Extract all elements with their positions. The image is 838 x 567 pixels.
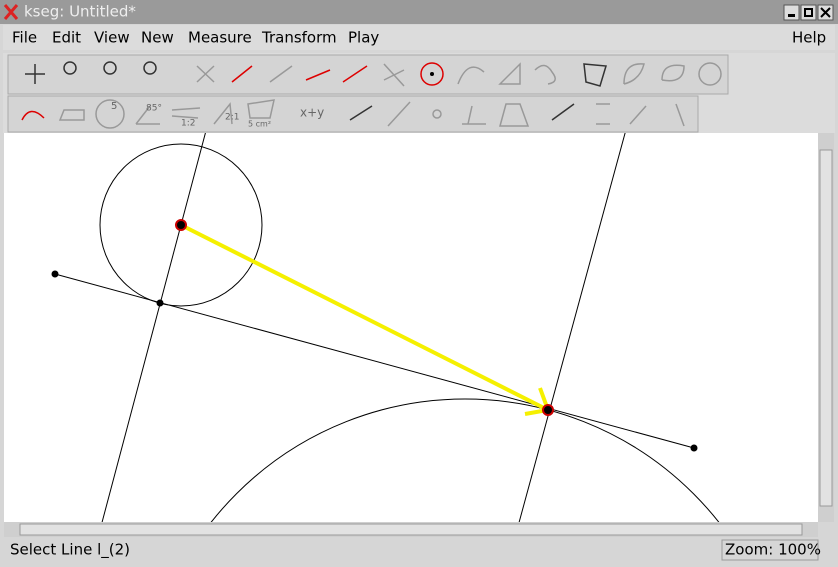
label-tool[interactable] — [596, 103, 610, 125]
point[interactable] — [51, 270, 59, 278]
ratio-tool[interactable] — [171, 107, 201, 119]
maximize-button[interactable] — [800, 4, 817, 21]
zoom-in-tool[interactable] — [63, 61, 77, 75]
label-tool[interactable] — [629, 105, 647, 125]
toolbar-icons — [21, 61, 722, 129]
rotate-tool[interactable] — [387, 101, 411, 127]
menu-item[interactable]: Transform — [261, 29, 337, 47]
icon-label: 1:2 — [181, 119, 195, 129]
icon-label: 5 — [111, 101, 117, 112]
intersection-tool[interactable] — [196, 65, 215, 83]
close-glyph — [820, 7, 831, 18]
menu-bar — [3, 25, 835, 50]
menu-item[interactable]: View — [94, 29, 130, 47]
selected-point[interactable] — [542, 404, 554, 416]
toolbar-row — [7, 95, 699, 133]
label-tool[interactable] — [551, 103, 575, 121]
segment-tool[interactable] — [231, 65, 253, 83]
ray-tool[interactable] — [269, 65, 293, 83]
slope-tool[interactable] — [213, 102, 233, 125]
menu-item[interactable]: Measure — [188, 29, 252, 47]
circle-tool[interactable] — [420, 62, 444, 86]
ray-tool[interactable] — [305, 69, 331, 81]
icon-label: 85° — [146, 104, 162, 114]
locus-tool[interactable] — [534, 64, 556, 85]
menu-item[interactable]: Play — [348, 29, 379, 47]
geometry — [51, 126, 788, 567]
scale-tool[interactable] — [462, 105, 486, 125]
icon-label: x+y — [300, 106, 324, 120]
minimize-glyph — [788, 14, 795, 17]
menu-item[interactable]: New — [141, 29, 174, 47]
status-bar — [3, 538, 835, 563]
circle-center — [430, 72, 434, 76]
perpendicular-tool[interactable] — [383, 63, 405, 87]
line[interactable] — [517, 126, 627, 530]
zoom-box — [721, 539, 819, 561]
window-title: kseg: Untitled* — [24, 3, 136, 21]
segment-fill-tool[interactable] — [661, 64, 685, 82]
label-tool[interactable] — [675, 103, 685, 127]
zoom-100-tool[interactable] — [143, 61, 157, 75]
circle[interactable] — [142, 398, 788, 567]
circle-interior-tool[interactable] — [698, 62, 722, 86]
maximize-glyph — [804, 8, 813, 17]
menu-item[interactable]: Help — [792, 29, 826, 47]
dilate-tool[interactable] — [499, 103, 530, 127]
arc-tool[interactable] — [457, 66, 485, 85]
polygon-tool[interactable] — [583, 63, 607, 87]
minimize-button[interactable] — [783, 4, 800, 21]
circle[interactable] — [99, 143, 263, 307]
selected-point[interactable] — [175, 219, 187, 231]
translate-tool[interactable] — [349, 105, 373, 121]
zoom-level: Zoom: 100% — [725, 541, 821, 559]
title-bar — [0, 0, 838, 24]
scrollbar-thumb[interactable] — [819, 149, 833, 507]
bisector-tool[interactable] — [498, 62, 521, 85]
app-icon — [3, 4, 19, 20]
reflect-tool[interactable] — [432, 109, 442, 119]
window-buttons — [783, 4, 834, 21]
icon-label: 2:1 — [225, 113, 239, 123]
menu-item[interactable]: File — [12, 29, 37, 47]
line[interactable] — [100, 127, 207, 530]
angle-tool[interactable] — [135, 105, 160, 125]
point[interactable] — [690, 444, 698, 452]
status-message: Select Line l_(2) — [10, 541, 130, 560]
area-tool[interactable] — [247, 99, 275, 119]
line-tool[interactable] — [342, 65, 368, 83]
move-tool[interactable] — [25, 64, 45, 84]
icon-label: 5 cm² — [248, 120, 271, 129]
point[interactable] — [156, 299, 164, 307]
sector-tool[interactable] — [623, 63, 645, 85]
circumference-tool[interactable] — [95, 99, 125, 129]
menu-item[interactable]: Edit — [52, 29, 81, 47]
vector[interactable] — [180, 223, 549, 412]
arc-length-tool[interactable] — [21, 110, 45, 121]
drawing-canvas[interactable] — [4, 133, 818, 522]
zoom-fit-tool[interactable] — [103, 61, 117, 75]
toolbar-row — [7, 54, 729, 95]
scrollbar-thumb[interactable] — [19, 523, 803, 536]
perimeter-tool[interactable] — [58, 109, 85, 121]
